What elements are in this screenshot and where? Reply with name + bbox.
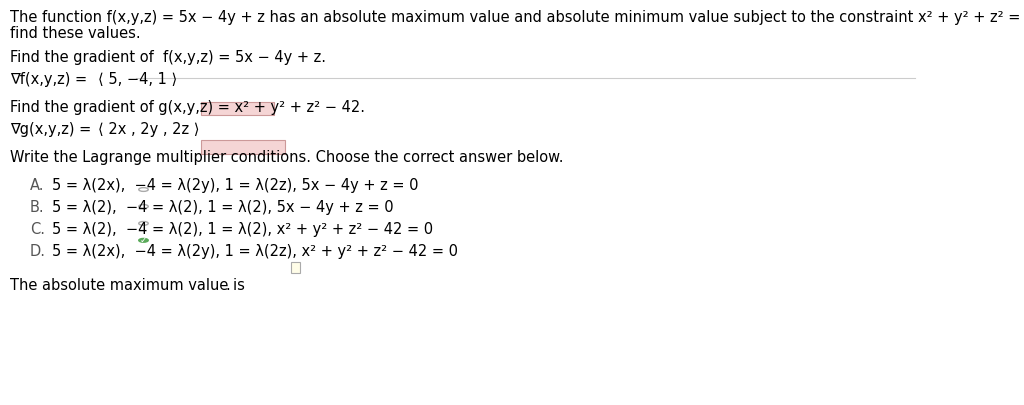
- Text: .: .: [225, 278, 229, 293]
- Text: ⟨ 5, −4, 1 ⟩: ⟨ 5, −4, 1 ⟩: [98, 72, 177, 87]
- Text: ✓: ✓: [139, 236, 147, 245]
- Text: C.: C.: [30, 222, 45, 237]
- Text: 5 = λ(2x),  −4 = λ(2y), 1 = λ(2z), x² + y² + z² − 42 = 0: 5 = λ(2x), −4 = λ(2y), 1 = λ(2z), x² + y…: [52, 244, 458, 259]
- Text: The absolute maximum value is: The absolute maximum value is: [10, 278, 245, 293]
- Text: B.: B.: [30, 200, 45, 215]
- Text: D.: D.: [30, 244, 46, 259]
- Circle shape: [138, 239, 148, 242]
- Text: A.: A.: [30, 178, 44, 193]
- Text: find these values.: find these values.: [10, 26, 140, 41]
- Text: Find the gradient of g(x,y,z) = x² + y² + z² − 42.: Find the gradient of g(x,y,z) = x² + y² …: [10, 100, 365, 115]
- Text: The function f(x,y,z) = 5x − 4y + z has an absolute maximum value and absolute m: The function f(x,y,z) = 5x − 4y + z has …: [10, 10, 1024, 25]
- Text: ⟨ 2x , 2y , 2z ⟩: ⟨ 2x , 2y , 2z ⟩: [98, 122, 200, 137]
- Circle shape: [138, 222, 148, 225]
- Text: ∇f(x,y,z) =: ∇f(x,y,z) =: [10, 72, 92, 87]
- Text: 5 = λ(2),  −4 = λ(2), 1 = λ(2), x² + y² + z² − 42 = 0: 5 = λ(2), −4 = λ(2), 1 = λ(2), x² + y² +…: [52, 222, 433, 237]
- Circle shape: [138, 205, 148, 208]
- Circle shape: [138, 188, 148, 192]
- FancyBboxPatch shape: [201, 141, 285, 154]
- Text: 5 = λ(2),  −4 = λ(2), 1 = λ(2), 5x − 4y + z = 0: 5 = λ(2), −4 = λ(2), 1 = λ(2), 5x − 4y +…: [52, 200, 393, 215]
- Text: 5 = λ(2x),  −4 = λ(2y), 1 = λ(2z), 5x − 4y + z = 0: 5 = λ(2x), −4 = λ(2y), 1 = λ(2z), 5x − 4…: [52, 178, 419, 193]
- Text: Write the Lagrange multiplier conditions. Choose the correct answer below.: Write the Lagrange multiplier conditions…: [10, 150, 563, 165]
- Bar: [291, 262, 300, 273]
- FancyBboxPatch shape: [201, 102, 273, 115]
- Text: ∇g(x,y,z) =: ∇g(x,y,z) =: [10, 122, 96, 137]
- Text: Find the gradient of  f(x,y,z) = 5x − 4y + z.: Find the gradient of f(x,y,z) = 5x − 4y …: [10, 50, 326, 65]
